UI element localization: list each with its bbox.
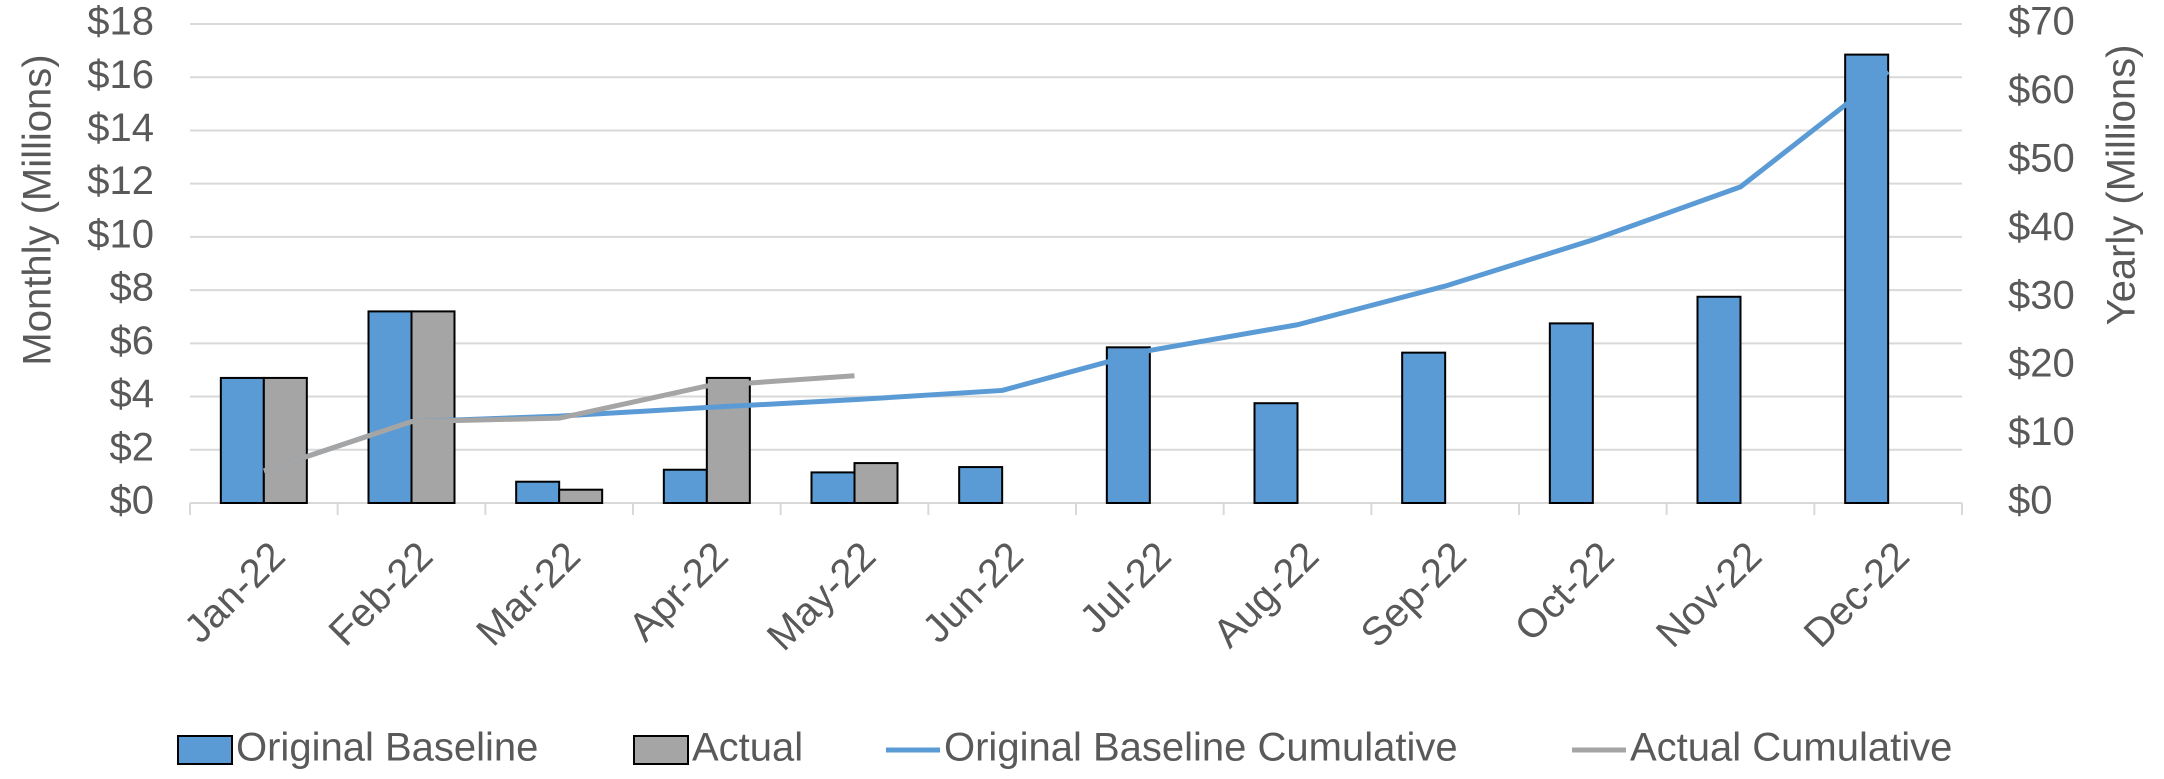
bar bbox=[515, 480, 561, 505]
x-tick-label: Nov-22 bbox=[1648, 534, 1770, 656]
x-tick-label: Jun-22 bbox=[914, 534, 1032, 652]
bar bbox=[367, 310, 413, 504]
y2-tick-label: $0 bbox=[2008, 479, 2053, 523]
bar bbox=[853, 462, 899, 505]
y2-tick-label: $40 bbox=[2008, 205, 2075, 249]
y-tick-label: $16 bbox=[87, 53, 154, 97]
y-tick-label: $2 bbox=[110, 425, 155, 469]
x-tick-label: Apr-22 bbox=[621, 534, 737, 650]
legend-label: Original Baseline bbox=[236, 726, 538, 770]
y-tick-label: $8 bbox=[110, 266, 155, 310]
bar bbox=[1844, 53, 1890, 504]
bar bbox=[1696, 295, 1742, 504]
bar bbox=[1105, 346, 1151, 505]
y-tick-label: $14 bbox=[87, 106, 154, 150]
x-tick-label: Mar-22 bbox=[468, 534, 589, 655]
legend-label: Actual bbox=[692, 726, 803, 770]
x-tick-label: Oct-22 bbox=[1507, 534, 1623, 650]
y2-tick-label: $50 bbox=[2008, 136, 2075, 180]
legend-label: Actual Cumulative bbox=[1630, 726, 1952, 770]
bar bbox=[219, 376, 265, 504]
x-tick-label: Dec-22 bbox=[1796, 534, 1918, 656]
bar bbox=[810, 471, 856, 504]
bar bbox=[1548, 322, 1594, 504]
line bbox=[263, 69, 1890, 474]
y-tick-label: $0 bbox=[110, 479, 155, 523]
bar bbox=[1401, 351, 1447, 504]
bar bbox=[705, 376, 751, 504]
y-tick-label: $6 bbox=[110, 319, 155, 363]
legend-swatch bbox=[633, 735, 689, 765]
x-tick-label: Jan-22 bbox=[176, 534, 294, 652]
y2-tick-label: $60 bbox=[2008, 68, 2075, 112]
y-tick-label: $12 bbox=[87, 159, 154, 203]
y-axis-label: Monthly (Millions) bbox=[16, 54, 60, 365]
y-tick-label: $4 bbox=[110, 372, 155, 416]
bar bbox=[662, 468, 708, 505]
y2-tick-label: $10 bbox=[2008, 410, 2075, 454]
y-tick-label: $10 bbox=[87, 212, 154, 256]
legend-label: Original Baseline Cumulative bbox=[944, 726, 1458, 770]
bar bbox=[1253, 402, 1299, 505]
y2-tick-label: $20 bbox=[2008, 342, 2075, 386]
y2-axis-label: Yearly (Millions) bbox=[2100, 45, 2144, 326]
y2-tick-label: $70 bbox=[2008, 0, 2075, 44]
x-tick-label: May-22 bbox=[759, 534, 884, 659]
line bbox=[263, 373, 855, 474]
y2-tick-label: $30 bbox=[2008, 273, 2075, 317]
x-tick-label: Sep-22 bbox=[1353, 534, 1475, 656]
x-tick-label: Aug-22 bbox=[1205, 534, 1327, 656]
x-tick-label: Jul-22 bbox=[1072, 534, 1180, 642]
legend-swatch bbox=[177, 735, 233, 765]
y-tick-label: $18 bbox=[87, 0, 154, 44]
bar bbox=[410, 310, 456, 504]
bar bbox=[262, 376, 308, 504]
x-tick-label: Feb-22 bbox=[321, 534, 442, 655]
bar bbox=[558, 488, 604, 505]
bar bbox=[958, 466, 1004, 505]
